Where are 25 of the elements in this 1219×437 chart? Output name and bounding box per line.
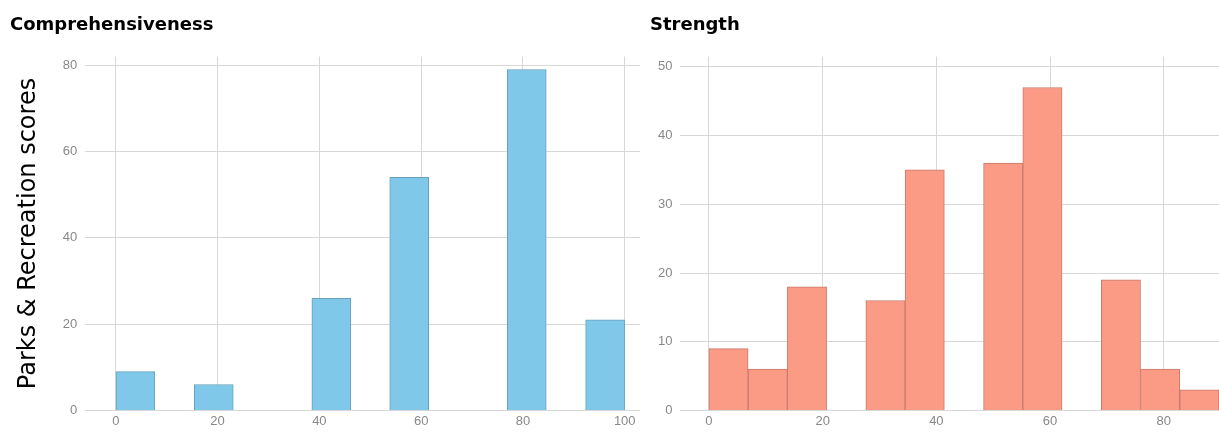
x-tick-label: 80 — [515, 412, 531, 428]
y-tick-label: 60 — [62, 143, 78, 159]
y-tick-label: 80 — [62, 56, 78, 72]
x-tick-label: 40 — [929, 412, 944, 428]
x-tick-label: 100 — [613, 412, 636, 428]
y-tick-label: 20 — [657, 264, 673, 280]
y-tick-label: 40 — [657, 127, 673, 143]
chart-title: Comprehensiveness — [10, 13, 214, 35]
y-tick-label: 50 — [657, 58, 673, 74]
x-tick-label: 20 — [815, 412, 830, 428]
y-tick-label: 0 — [665, 401, 673, 417]
y-axis-title: Parks & Recreation scores — [12, 77, 41, 390]
x-tick-label: 60 — [413, 412, 429, 428]
y-tick-label: 30 — [657, 195, 673, 211]
x-tick-label: 20 — [210, 412, 225, 428]
y-tick-label: 20 — [62, 315, 78, 331]
y-tick-label: 10 — [657, 333, 673, 349]
x-tick-label: 0 — [705, 412, 713, 428]
x-tick-label: 40 — [312, 412, 327, 428]
y-tick-label: 40 — [62, 229, 78, 245]
x-tick-label: 0 — [112, 412, 120, 428]
x-tick-label: 60 — [1042, 412, 1058, 428]
y-tick-label: 0 — [70, 401, 78, 417]
x-tick-label: 80 — [1156, 412, 1172, 428]
chart-title: Strength — [650, 13, 740, 35]
